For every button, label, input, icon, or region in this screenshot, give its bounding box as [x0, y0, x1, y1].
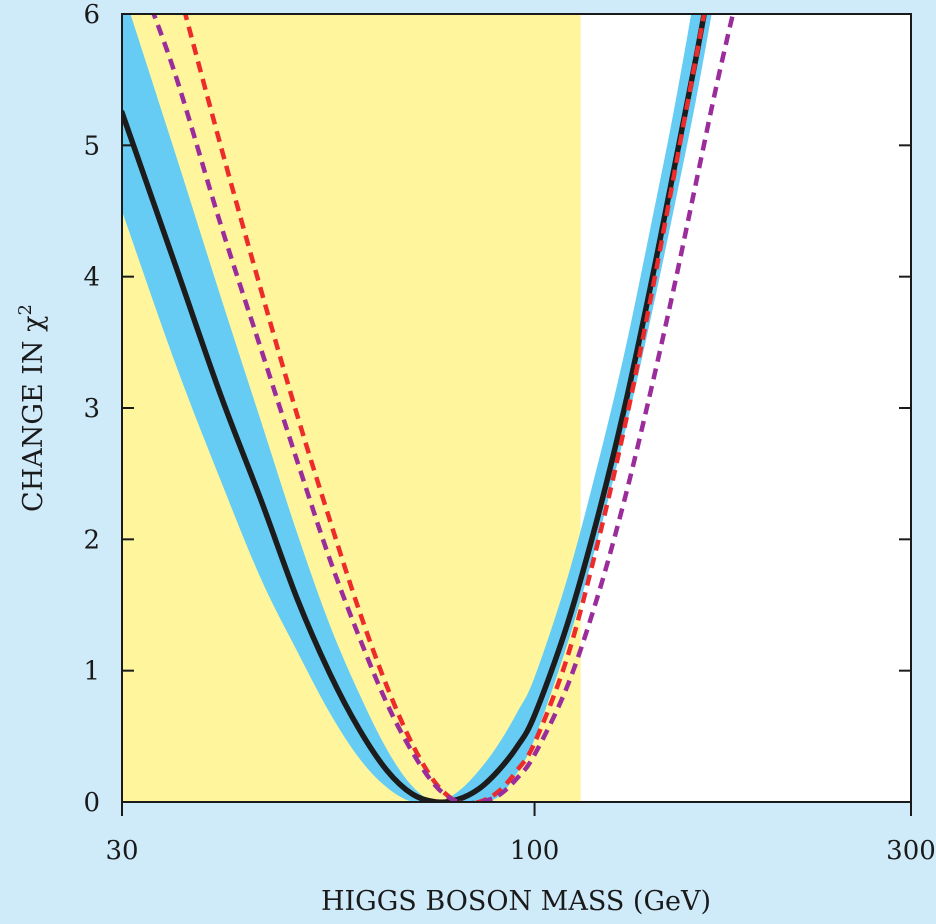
axis-ticks: 0 1 2 3 4 5 6 30 100 300	[83, 0, 935, 866]
y-axis-label: CHANGE IN χ2	[15, 304, 49, 512]
y-tick-label: 3	[83, 394, 100, 424]
y-tick-label: 2	[83, 525, 100, 555]
x-tick-label: 300	[886, 836, 936, 866]
purple-dashed-line	[151, 14, 736, 802]
x-tick-label: 30	[105, 836, 138, 866]
y-tick-label: 4	[83, 263, 100, 293]
series-layer	[122, 14, 736, 802]
y-tick-label: 6	[83, 0, 100, 30]
x-tick-label: 100	[510, 836, 560, 866]
x-axis-label: HIGGS BOSON MASS (GeV)	[321, 886, 711, 917]
y-tick-label: 5	[83, 131, 100, 161]
y-axis-label-superscript: 2	[15, 304, 36, 315]
central-fit-line	[122, 14, 708, 802]
y-axis-label-text: CHANGE IN χ	[18, 316, 49, 512]
uncertainty-band	[122, 14, 712, 802]
y-tick-label: 1	[83, 657, 100, 687]
red-dashed-line	[182, 14, 707, 802]
y-tick-label: 0	[83, 788, 100, 818]
